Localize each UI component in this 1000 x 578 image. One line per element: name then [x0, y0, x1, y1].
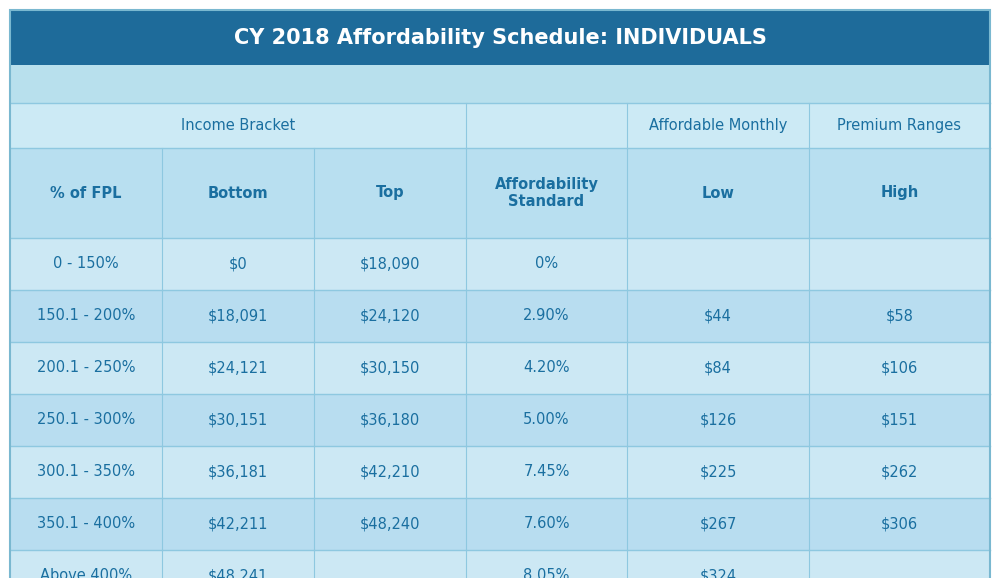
Text: 7.45%: 7.45%	[523, 465, 570, 480]
Text: $84: $84	[704, 361, 732, 376]
Text: Premium Ranges: Premium Ranges	[837, 118, 961, 133]
Text: 5.00%: 5.00%	[523, 413, 570, 428]
Text: 7.60%: 7.60%	[523, 517, 570, 532]
Bar	[10, 394, 990, 446]
Text: $36,181: $36,181	[208, 465, 268, 480]
Text: $324: $324	[699, 569, 737, 578]
Text: 250.1 - 300%: 250.1 - 300%	[37, 413, 135, 428]
Bar	[10, 550, 990, 578]
Text: $44: $44	[704, 309, 732, 324]
Text: 8.05%: 8.05%	[523, 569, 570, 578]
Text: 2.90%: 2.90%	[523, 309, 570, 324]
Text: $0: $0	[228, 257, 247, 272]
Text: Affordability
Standard: Affordability Standard	[495, 177, 598, 209]
Text: $48,241: $48,241	[208, 569, 268, 578]
Text: $225: $225	[699, 465, 737, 480]
Text: $48,240: $48,240	[360, 517, 420, 532]
Text: 0 - 150%: 0 - 150%	[53, 257, 119, 272]
Text: CY 2018 Affordability Schedule: INDIVIDUALS: CY 2018 Affordability Schedule: INDIVIDU…	[234, 28, 766, 47]
Text: $18,090: $18,090	[360, 257, 420, 272]
Text: $267: $267	[699, 517, 737, 532]
Bar	[10, 290, 990, 342]
Text: Top: Top	[375, 186, 404, 201]
Text: $42,210: $42,210	[359, 465, 420, 480]
Text: $262: $262	[881, 465, 918, 480]
Text: Low: Low	[702, 186, 734, 201]
Text: $151: $151	[881, 413, 918, 428]
Text: $30,150: $30,150	[360, 361, 420, 376]
Text: 4.20%: 4.20%	[523, 361, 570, 376]
Bar	[10, 342, 990, 394]
Text: Income Bracket: Income Bracket	[181, 118, 295, 133]
Text: $42,211: $42,211	[208, 517, 268, 532]
Text: $24,121: $24,121	[208, 361, 268, 376]
Text: High: High	[880, 186, 918, 201]
Bar	[10, 65, 990, 103]
Text: 0%: 0%	[535, 257, 558, 272]
Text: 300.1 - 350%: 300.1 - 350%	[37, 465, 135, 480]
Bar	[10, 103, 990, 148]
Text: Bottom: Bottom	[208, 186, 268, 201]
Bar	[10, 148, 990, 238]
Text: $106: $106	[881, 361, 918, 376]
Text: $306: $306	[881, 517, 918, 532]
Text: $30,151: $30,151	[208, 413, 268, 428]
Text: $58: $58	[885, 309, 913, 324]
Text: Affordable Monthly: Affordable Monthly	[649, 118, 787, 133]
Text: $36,180: $36,180	[360, 413, 420, 428]
Text: 200.1 - 250%: 200.1 - 250%	[37, 361, 135, 376]
Bar	[10, 446, 990, 498]
Bar	[10, 238, 990, 290]
Text: Above 400%: Above 400%	[40, 569, 132, 578]
Text: % of FPL: % of FPL	[50, 186, 122, 201]
Bar	[10, 498, 990, 550]
Text: 150.1 - 200%: 150.1 - 200%	[37, 309, 135, 324]
Text: $18,091: $18,091	[208, 309, 268, 324]
Text: $126: $126	[699, 413, 737, 428]
Text: 350.1 - 400%: 350.1 - 400%	[37, 517, 135, 532]
Text: $24,120: $24,120	[359, 309, 420, 324]
Bar	[10, 10, 990, 65]
